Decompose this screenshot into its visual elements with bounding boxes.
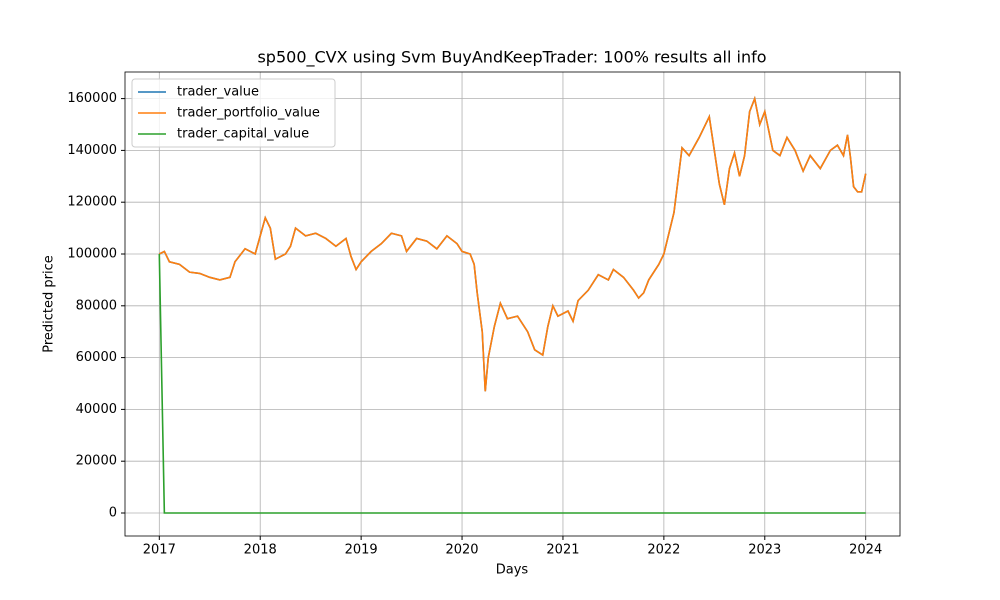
line-series <box>158 95 867 392</box>
y-tick-label: 160000 <box>67 91 117 106</box>
y-tick-label: 100000 <box>67 246 117 261</box>
x-tick-label: 2024 <box>849 543 882 558</box>
legend-label: trader_portfolio_value <box>177 106 320 121</box>
x-tick-label: 2022 <box>647 543 680 558</box>
y-axis-label: Predicted price <box>42 255 57 353</box>
x-tick-label: 2019 <box>345 543 378 558</box>
chart-title: sp500_CVX using Svm BuyAndKeepTrader: 10… <box>257 48 766 68</box>
y-tick-label: 80000 <box>76 298 117 313</box>
plot-frame <box>124 71 901 537</box>
legend-label: trader_value <box>177 85 259 100</box>
legend-box <box>131 78 336 148</box>
y-tick-label: 60000 <box>76 350 117 365</box>
line-series <box>158 253 866 514</box>
legend-label: trader_capital_value <box>177 127 309 142</box>
x-tick-label: 2017 <box>143 543 176 558</box>
y-tick-label: 20000 <box>76 454 117 469</box>
x-tick-label: 2021 <box>546 543 579 558</box>
y-tick-label: 140000 <box>67 143 117 158</box>
x-tick-label: 2020 <box>445 543 478 558</box>
y-tick-label: 0 <box>109 506 117 521</box>
x-tick-label: 2018 <box>244 543 277 558</box>
y-tick-label: 120000 <box>67 195 117 210</box>
x-axis-label: Days <box>496 563 529 578</box>
y-tick-label: 40000 <box>76 402 117 417</box>
x-tick-label: 2023 <box>748 543 781 558</box>
